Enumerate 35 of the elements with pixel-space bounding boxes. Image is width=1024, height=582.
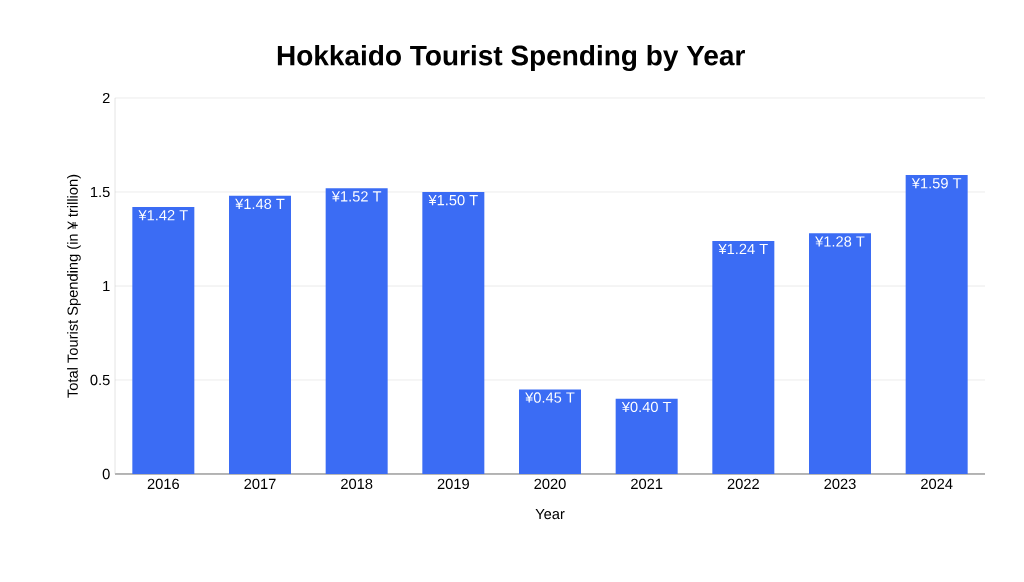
x-tick-label: 2017 [244, 478, 276, 490]
x-tick-label: 2024 [921, 478, 953, 490]
x-tick-label: 2021 [631, 478, 663, 490]
x-tick-label: 2018 [341, 478, 373, 490]
data-label: ¥1.42 T [138, 209, 188, 221]
data-label: ¥0.40 T [621, 401, 672, 413]
y-tick-label: 0.5 [90, 374, 110, 386]
bar [905, 175, 968, 474]
y-tick-label: 2 [102, 92, 110, 104]
x-tick-label: 2020 [534, 478, 566, 490]
data-label: ¥1.48 T [235, 198, 285, 210]
y-tick-label: 0 [102, 468, 110, 480]
bar [325, 188, 388, 474]
y-tick-label: 1 [103, 280, 110, 292]
chart-title: Hokkaido Tourist Spending by Year [277, 44, 745, 72]
bar [132, 207, 195, 474]
y-axis-title: Total Tourist Spending (in ¥ trillion) [67, 174, 81, 398]
bar [519, 389, 581, 474]
bar [422, 192, 485, 474]
bar [615, 398, 678, 474]
x-axis-title: Year [535, 508, 565, 520]
y-tick-label: 1.5 [91, 186, 110, 198]
data-label: ¥1.24 T [718, 243, 768, 255]
bar [712, 240, 775, 474]
x-tick-label: 2019 [437, 478, 469, 490]
data-label: ¥1.52 T [331, 191, 382, 202]
bar [809, 233, 871, 474]
x-tick-label: 2016 [147, 478, 179, 490]
data-label: ¥1.50 T [428, 194, 478, 206]
x-tick-label: 2022 [727, 478, 759, 490]
data-label: ¥1.59 T [911, 178, 962, 189]
data-label: ¥0.45 T [525, 392, 575, 403]
data-label: ¥1.28 T [815, 236, 865, 247]
bar [229, 195, 291, 474]
x-tick-label: 2023 [824, 478, 856, 490]
